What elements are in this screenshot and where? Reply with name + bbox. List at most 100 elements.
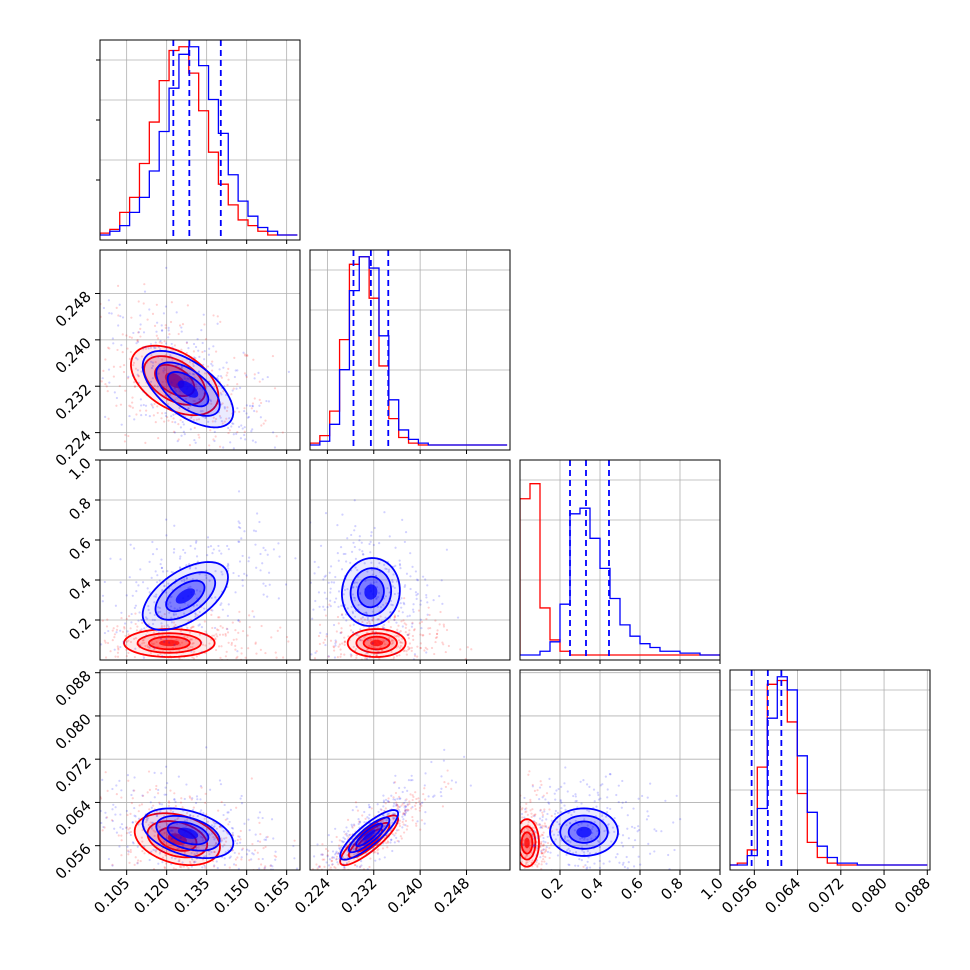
scatter-point — [106, 618, 109, 621]
scatter-point — [243, 530, 246, 533]
scatter-point — [406, 825, 409, 828]
scatter-point — [218, 368, 221, 371]
scatter-point — [350, 629, 353, 632]
scatter-point — [305, 644, 307, 646]
scatter-point — [515, 822, 517, 824]
scatter-point — [160, 828, 163, 831]
scatter-point — [439, 610, 442, 614]
scatter-point — [326, 854, 329, 857]
scatter-point — [132, 364, 135, 367]
density-contour-series-a — [166, 821, 210, 846]
scatter-point — [137, 331, 140, 334]
scatter-point — [169, 320, 173, 324]
scatter-point — [395, 621, 398, 624]
scatter-point — [205, 813, 208, 816]
scatter-point — [363, 649, 366, 652]
scatter-point — [165, 823, 169, 826]
scatter-point — [460, 666, 462, 668]
scatter-point — [251, 439, 255, 442]
scatter-point — [332, 875, 334, 877]
scatter-point — [169, 605, 173, 608]
scatter-point — [397, 828, 400, 832]
scatter-point — [263, 867, 266, 870]
scatter-point — [257, 857, 260, 861]
scatter-point — [106, 390, 109, 393]
scatter-point — [140, 803, 144, 806]
scatter-point — [341, 661, 343, 663]
scatter-point — [560, 810, 563, 814]
scatter-point — [121, 630, 125, 633]
scatter-point — [142, 331, 146, 334]
scatter-point — [405, 649, 408, 653]
scatter-point — [323, 608, 326, 611]
scatter-point — [394, 798, 397, 801]
scatter-point — [368, 813, 371, 816]
scatter-point — [186, 626, 189, 629]
scatter-point — [400, 620, 403, 623]
scatter-point — [598, 845, 601, 849]
scatter-point — [350, 823, 353, 826]
scatter-point — [93, 805, 95, 807]
scatter-point — [180, 348, 183, 351]
scatter-point — [166, 833, 169, 836]
scatter-point — [153, 648, 156, 651]
scatter-point — [149, 380, 153, 383]
x-tick-label: 0.165 — [250, 874, 293, 917]
scatter-point — [354, 557, 358, 560]
scatter-point — [673, 848, 676, 852]
scatter-point — [401, 790, 404, 794]
scatter-point — [216, 376, 219, 380]
scatter-point — [514, 846, 516, 848]
scatter-point — [419, 646, 422, 650]
scatter-point — [220, 645, 223, 648]
scatter-point — [125, 654, 128, 658]
scatter-point — [312, 608, 315, 611]
scatter-point — [213, 822, 216, 825]
scatter-point — [582, 872, 584, 874]
scatter-point — [140, 628, 143, 631]
scatter-point — [233, 410, 236, 413]
scatter-point — [233, 851, 236, 854]
scatter-point — [203, 372, 207, 375]
scatter-point — [163, 420, 166, 423]
scatter-point — [537, 835, 540, 838]
scatter-point — [566, 790, 569, 793]
scatter-point — [318, 865, 321, 868]
scatter-point — [601, 783, 604, 786]
scatter-point — [208, 642, 211, 645]
scatter-point — [401, 518, 404, 521]
scatter-point — [127, 615, 131, 618]
scatter-point — [181, 420, 184, 424]
scatter-point — [255, 566, 258, 569]
scatter-point — [140, 836, 144, 839]
scatter-point — [162, 850, 166, 853]
scatter-point — [84, 693, 86, 695]
scatter-point — [134, 647, 137, 650]
scatter-point — [513, 848, 515, 850]
scatter-point — [392, 798, 395, 801]
scatter-point — [223, 863, 226, 866]
scatter-point — [146, 817, 150, 820]
scatter-point — [376, 665, 378, 667]
scatter-point — [530, 812, 533, 815]
scatter-point — [191, 625, 194, 629]
scatter-point — [176, 822, 179, 826]
scatter-point — [240, 858, 243, 861]
scatter-point — [325, 861, 328, 864]
scatter-point — [219, 783, 223, 786]
scatter-point — [338, 847, 341, 850]
scatter-point — [159, 610, 162, 613]
scatter-point — [160, 417, 163, 420]
scatter-point — [304, 432, 306, 434]
scatter-point — [349, 871, 351, 873]
scatter-point — [101, 619, 104, 622]
scatter-point — [567, 839, 570, 842]
scatter-point — [258, 404, 261, 407]
scatter-point — [555, 789, 558, 792]
scatter-point — [436, 632, 439, 635]
scatter-point — [119, 581, 122, 584]
density-contour-series-a — [356, 575, 385, 609]
scatter-point — [345, 619, 348, 622]
scatter-point — [274, 858, 277, 861]
scatter-point — [208, 457, 210, 459]
